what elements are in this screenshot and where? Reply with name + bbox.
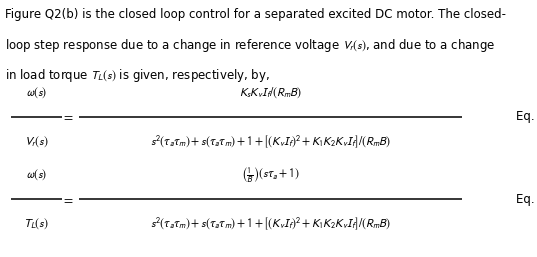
Text: $s^2(\tau_a\tau_m)+s(\tau_a\tau_m)+1+\left[(K_v I_f)^2+K_1 K_2 K_v I_f\right]/(R: $s^2(\tau_a\tau_m)+s(\tau_a\tau_m)+1+\le… [150,215,391,232]
Text: Eq. 1: Eq. 1 [516,111,537,123]
Text: $=$: $=$ [61,111,74,123]
Text: $\omega(s)$: $\omega(s)$ [26,168,47,182]
Text: $T_L(s)$: $T_L(s)$ [23,216,49,231]
Text: $\left(\frac{1}{B}\right)(s\tau_a+1)$: $\left(\frac{1}{B}\right)(s\tau_a+1)$ [241,165,300,185]
Text: in load torque $T_L(s)$ is given, respectively, by,: in load torque $T_L(s)$ is given, respec… [5,67,270,84]
Text: $\omega(s)$: $\omega(s)$ [26,85,47,100]
Text: Figure Q2(b) is the closed loop control for a separated excited DC motor. The cl: Figure Q2(b) is the closed loop control … [5,8,506,21]
Text: Eq. 2: Eq. 2 [516,193,537,206]
Text: $=$: $=$ [61,193,74,206]
Text: loop step response due to a change in reference voltage $V_r(s)$, and due to a c: loop step response due to a change in re… [5,37,496,54]
Text: $V_r(s)$: $V_r(s)$ [24,134,48,149]
Text: $K_s K_v I_f/(R_m B)$: $K_s K_v I_f/(R_m B)$ [239,85,302,100]
Text: $s^2(\tau_a\tau_m)+s(\tau_a\tau_m)+1+\left[(K_v I_f)^2+K_1 K_2 K_v I_f\right]/(R: $s^2(\tau_a\tau_m)+s(\tau_a\tau_m)+1+\le… [150,133,391,150]
